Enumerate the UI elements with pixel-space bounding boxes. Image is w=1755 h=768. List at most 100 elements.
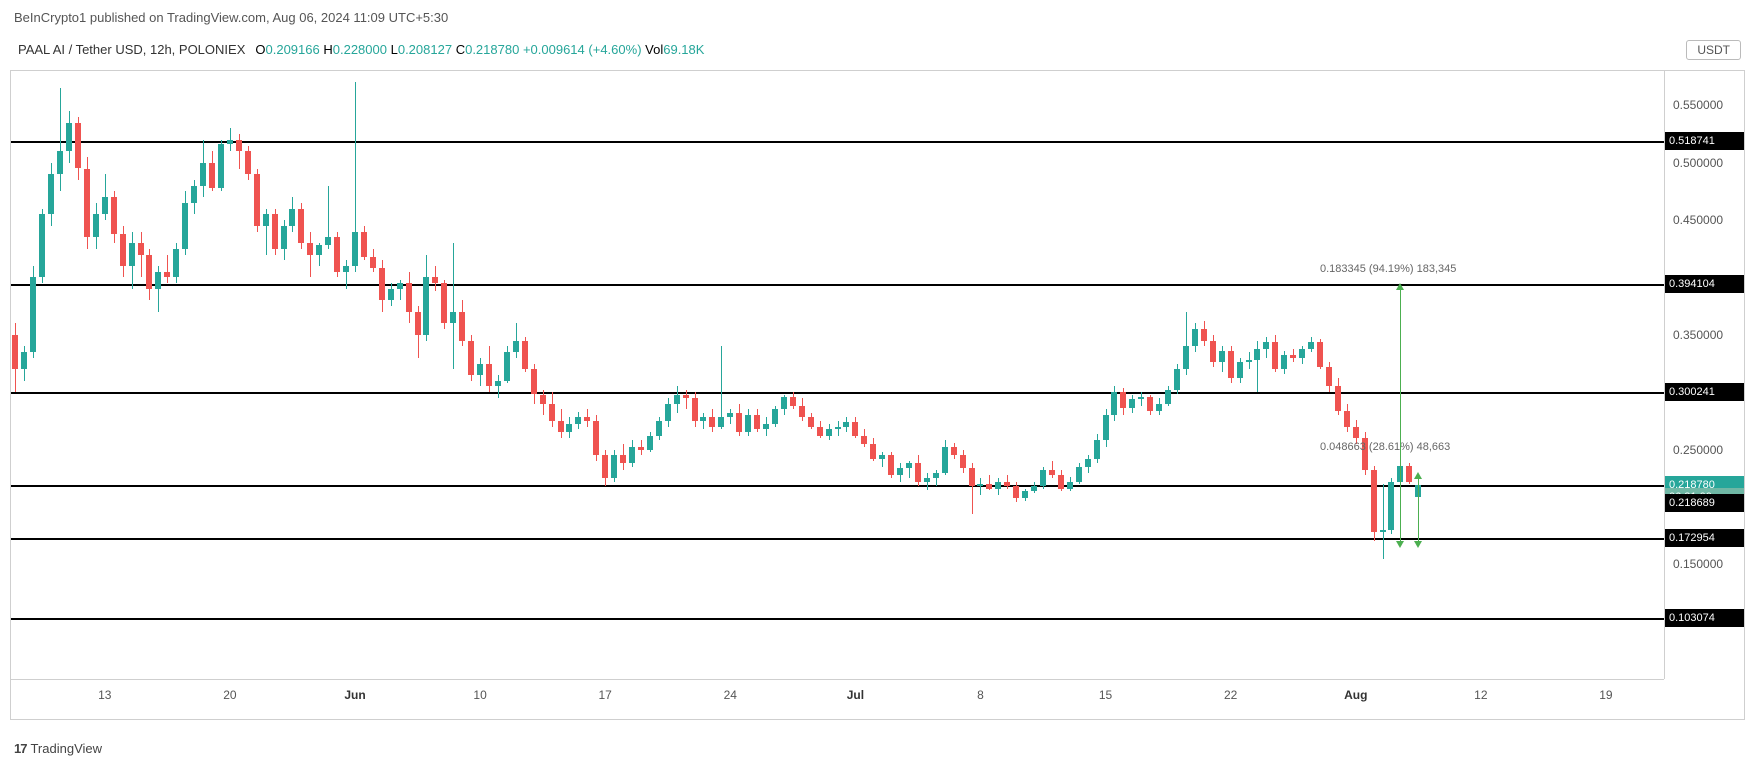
candle-body[interactable] <box>1183 346 1189 369</box>
measurement-arrow[interactable] <box>1418 478 1419 541</box>
candle-body[interactable] <box>93 214 99 237</box>
candle-body[interactable] <box>1254 349 1260 360</box>
candle-body[interactable] <box>1058 475 1064 489</box>
candle-body[interactable] <box>307 243 313 254</box>
candle-body[interactable] <box>647 436 653 450</box>
candle-body[interactable] <box>486 364 492 387</box>
candle-body[interactable] <box>942 447 948 472</box>
candle-body[interactable] <box>1228 351 1234 379</box>
horizontal-line[interactable] <box>11 618 1664 620</box>
candle-body[interactable] <box>316 245 322 254</box>
candle-body[interactable] <box>120 234 126 266</box>
candle-body[interactable] <box>39 214 45 277</box>
candle-body[interactable] <box>799 406 805 417</box>
candle-body[interactable] <box>1067 482 1073 489</box>
candle-body[interactable] <box>57 151 63 174</box>
candle-body[interactable] <box>513 341 519 352</box>
candle-body[interactable] <box>245 151 251 174</box>
candle-body[interactable] <box>736 413 742 433</box>
candle-body[interactable] <box>924 478 930 481</box>
candle-body[interactable] <box>477 364 483 375</box>
candle-body[interactable] <box>986 484 992 489</box>
candle-body[interactable] <box>602 455 608 478</box>
candle-body[interactable] <box>969 468 975 486</box>
candle-body[interactable] <box>111 197 117 234</box>
candle-body[interactable] <box>977 484 983 486</box>
candle-body[interactable] <box>870 444 876 459</box>
candle-body[interactable] <box>960 455 966 468</box>
chart-plot-area[interactable]: 0.183345 (94.19%) 183,3450.048663 (28.61… <box>11 71 1664 679</box>
candle-body[interactable] <box>263 214 269 225</box>
candle-body[interactable] <box>879 455 885 458</box>
candle-body[interactable] <box>1246 360 1252 362</box>
candle-body[interactable] <box>1388 482 1394 530</box>
candle-body[interactable] <box>1022 491 1028 498</box>
candle-body[interactable] <box>1147 397 1153 411</box>
candle-body[interactable] <box>692 398 698 421</box>
candle-body[interactable] <box>620 455 626 463</box>
horizontal-line[interactable] <box>11 284 1664 286</box>
candle-body[interactable] <box>1326 367 1332 387</box>
candle-body[interactable] <box>102 197 108 214</box>
candle-body[interactable] <box>611 455 617 478</box>
candle-body[interactable] <box>1335 386 1341 410</box>
candle-body[interactable] <box>21 352 27 369</box>
candle-body[interactable] <box>558 421 564 432</box>
candle-body[interactable] <box>763 424 769 429</box>
horizontal-line[interactable] <box>11 538 1664 540</box>
candle-body[interactable] <box>1103 415 1109 440</box>
candle-body[interactable] <box>1237 362 1243 378</box>
candle-body[interactable] <box>1120 392 1126 408</box>
candle-body[interactable] <box>629 447 635 463</box>
candle-body[interactable] <box>1353 427 1359 438</box>
candle-body[interactable] <box>423 277 429 334</box>
candle-body[interactable] <box>1299 349 1305 358</box>
candle-body[interactable] <box>379 268 385 300</box>
candle-body[interactable] <box>1094 440 1100 458</box>
candle-body[interactable] <box>888 455 894 475</box>
candle-body[interactable] <box>406 283 412 312</box>
candle-body[interactable] <box>254 174 260 226</box>
candle-body[interactable] <box>236 140 242 151</box>
candle-body[interactable] <box>164 272 170 278</box>
candle-body[interactable] <box>1272 342 1278 370</box>
candle-body[interactable] <box>593 421 599 455</box>
candle-body[interactable] <box>566 424 572 432</box>
candle-body[interactable] <box>575 417 581 424</box>
candle-body[interactable] <box>30 277 36 352</box>
candle-body[interactable] <box>1040 470 1046 486</box>
candle-body[interactable] <box>1406 466 1412 482</box>
candle-body[interactable] <box>1201 329 1207 340</box>
candle-body[interactable] <box>700 417 706 420</box>
candle-body[interactable] <box>209 163 215 188</box>
candle-body[interactable] <box>459 312 465 341</box>
candle-body[interactable] <box>1380 530 1386 532</box>
candle-body[interactable] <box>343 266 349 272</box>
candle-body[interactable] <box>1210 341 1216 363</box>
candle-body[interactable] <box>1344 411 1350 427</box>
candle-body[interactable] <box>1165 390 1171 404</box>
candle-body[interactable] <box>915 463 921 481</box>
candle-body[interactable] <box>781 397 787 410</box>
candle-body[interactable] <box>182 203 188 249</box>
candle-body[interactable] <box>325 237 331 245</box>
candle-body[interactable] <box>1111 392 1117 415</box>
candle-body[interactable] <box>352 232 358 266</box>
candle-body[interactable] <box>289 209 295 226</box>
candle-body[interactable] <box>522 341 528 370</box>
candle-body[interactable] <box>66 123 72 152</box>
candle-body[interactable] <box>432 277 438 283</box>
candle-body[interactable] <box>75 123 81 169</box>
y-axis[interactable]: 0.5500000.5000000.4500000.3500000.250000… <box>1664 71 1744 679</box>
candle-body[interactable] <box>835 427 841 429</box>
candle-body[interactable] <box>584 417 590 420</box>
candle-body[interactable] <box>1076 467 1082 482</box>
candle-body[interactable] <box>200 163 206 186</box>
candle-body[interactable] <box>334 237 340 271</box>
candle-body[interactable] <box>272 214 278 248</box>
candle-body[interactable] <box>817 427 823 436</box>
candle-body[interactable] <box>1156 404 1162 411</box>
candle-body[interactable] <box>281 226 287 249</box>
horizontal-line[interactable] <box>11 392 1664 394</box>
candle-body[interactable] <box>674 395 680 404</box>
